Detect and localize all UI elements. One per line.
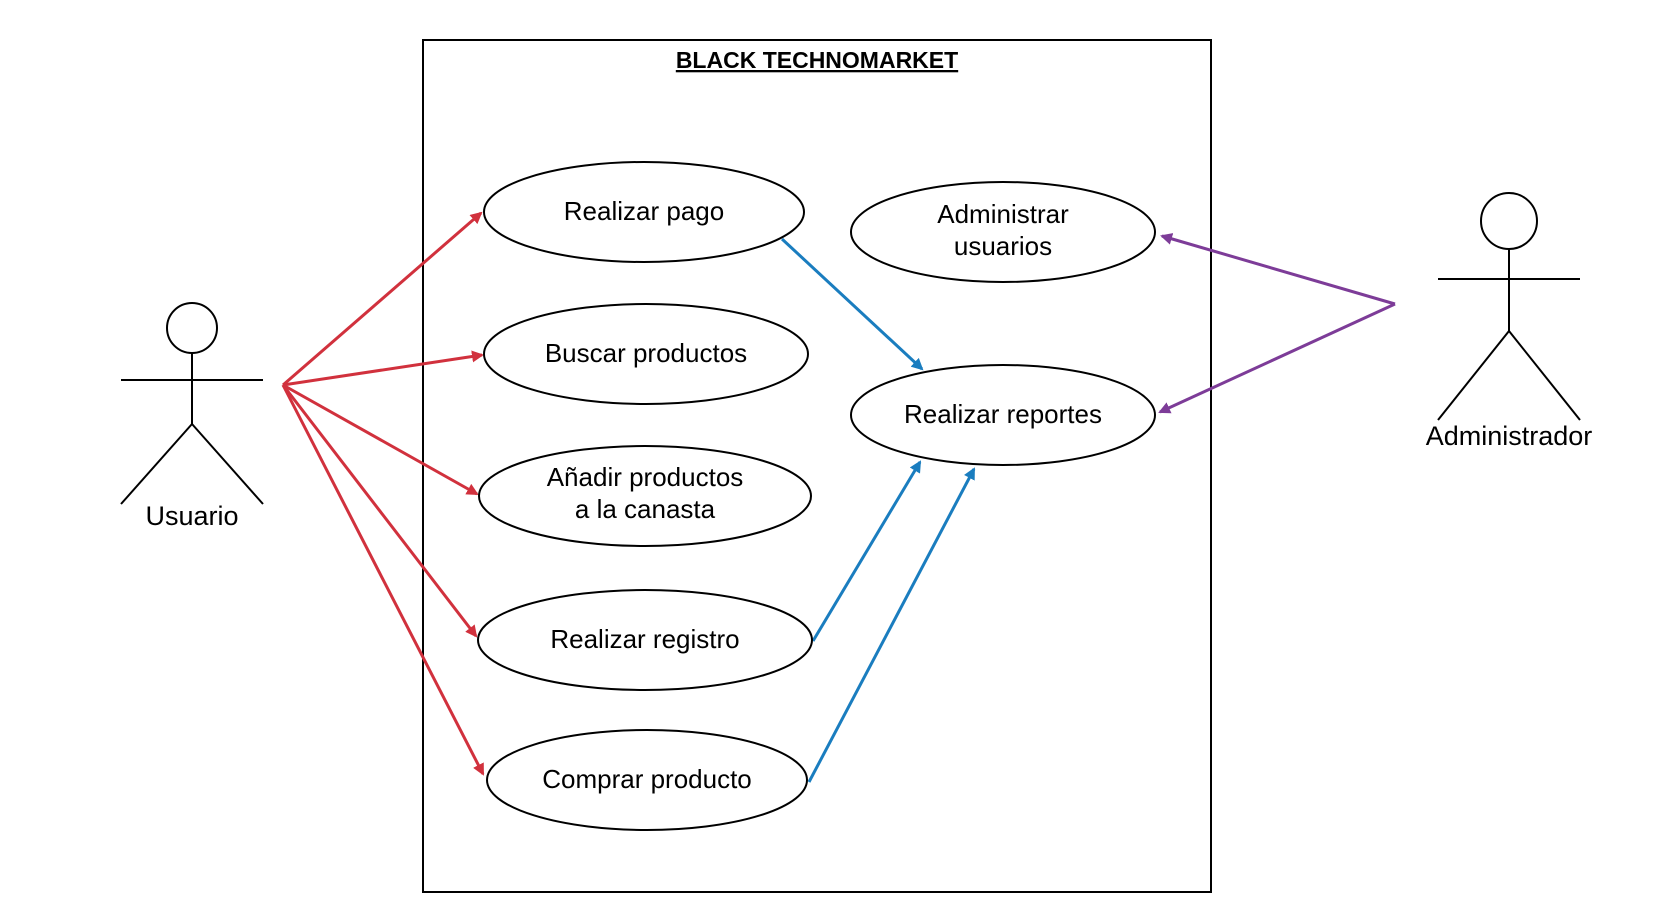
actor-usuario-label: Usuario: [145, 501, 238, 531]
use-case-realizar-pago-shape: [483, 161, 805, 263]
actor-usuario-left-leg: [120, 423, 193, 505]
use-case-anadir-productos-label-line2: a la canasta: [575, 494, 716, 524]
link-usuario-realizar-pago: [282, 211, 483, 387]
admin-associations: [1158, 233, 1396, 414]
usuario-associations: [281, 211, 485, 776]
link-usuario-comprar-producto: [281, 384, 485, 776]
link-admin-administrar-usuarios: [1160, 233, 1396, 306]
actor-usuario: Usuario: [120, 302, 264, 531]
use-case-realizar-registro-label: Realizar registro: [550, 624, 739, 654]
link-pago-reportes: [780, 237, 924, 371]
use-case-comprar-producto: Comprar producto: [486, 729, 808, 831]
system-boundary: [422, 39, 1212, 893]
use-case-buscar-productos-shape: [483, 303, 809, 405]
use-case-realizar-pago: Realizar pago: [483, 161, 805, 263]
link-comprar-reportes: [807, 467, 976, 783]
link-usuario-anadir-productos: [282, 383, 479, 496]
actor-administrador-right-leg: [1508, 330, 1581, 421]
use-case-realizar-reportes: Realizar reportes: [850, 364, 1156, 466]
use-case-realizar-reportes-label: Realizar reportes: [904, 399, 1102, 429]
use-case-administrar-usuarios: Administrar usuarios: [850, 181, 1156, 283]
use-case-realizar-registro-shape: [477, 589, 813, 691]
actor-administrador-label: Administrador: [1426, 421, 1593, 451]
link-usuario-realizar-registro: [281, 384, 478, 638]
actor-administrador-head: [1480, 192, 1538, 250]
use-case-administrar-usuarios-label-line2: usuarios: [954, 231, 1052, 261]
use-case-buscar-productos: Buscar productos: [483, 303, 809, 405]
link-usuario-buscar-productos: [282, 350, 484, 387]
use-case-anadir-productos-shape: [478, 445, 812, 547]
use-case-anadir-productos-label-line1: Añadir productos: [547, 462, 744, 492]
actor-usuario-head: [166, 302, 218, 354]
use-case-realizar-registro: Realizar registro: [477, 589, 813, 691]
use-case-administrar-usuarios-shape: [850, 181, 1156, 283]
system-title: BLACK TECHNOMARKET: [676, 47, 958, 73]
use-case-realizar-pago-label: Realizar pago: [564, 196, 724, 226]
report-associations: [780, 237, 976, 783]
use-case-anadir-productos: Añadir productos a la canasta: [478, 445, 812, 547]
use-case-buscar-productos-label: Buscar productos: [545, 338, 747, 368]
use-case-comprar-producto-label: Comprar producto: [542, 764, 752, 794]
use-case-comprar-producto-shape: [486, 729, 808, 831]
use-case-realizar-reportes-shape: [850, 364, 1156, 466]
actor-administrador-left-leg: [1437, 330, 1510, 421]
link-registro-reportes: [811, 460, 922, 642]
actor-usuario-right-leg: [191, 423, 264, 505]
use-case-administrar-usuarios-label-line1: Administrar: [937, 199, 1069, 229]
link-admin-realizar-reportes: [1158, 302, 1396, 414]
actor-administrador: Administrador: [1426, 192, 1593, 451]
